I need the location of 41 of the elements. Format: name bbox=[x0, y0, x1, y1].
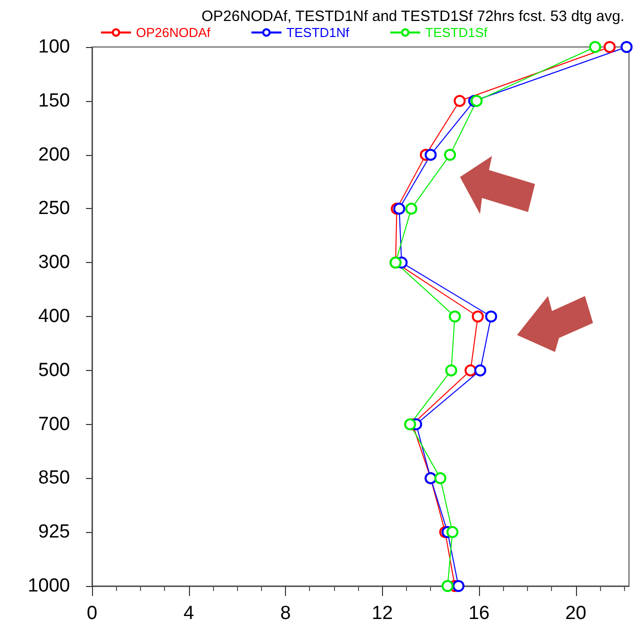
legend-label: TESTD1Sf bbox=[425, 25, 488, 40]
point bbox=[620, 41, 633, 53]
x-tick-label: 20 bbox=[565, 603, 586, 624]
point bbox=[446, 526, 458, 538]
point bbox=[470, 94, 483, 107]
y-tick-label: 500 bbox=[38, 360, 70, 381]
y-tick-label: 700 bbox=[38, 414, 70, 435]
point bbox=[604, 41, 616, 53]
y-tick-label: 1000 bbox=[28, 576, 70, 596]
x-tick-label: 12 bbox=[372, 603, 393, 624]
point bbox=[448, 310, 461, 322]
point bbox=[464, 364, 477, 376]
point bbox=[442, 580, 454, 592]
point bbox=[474, 364, 486, 376]
point bbox=[472, 310, 484, 322]
y-tick-label: 850 bbox=[38, 468, 70, 489]
legend-label: TESTD1Nf bbox=[286, 25, 350, 40]
point bbox=[444, 148, 456, 161]
point bbox=[589, 41, 602, 53]
y-tick-label: 400 bbox=[38, 306, 70, 327]
y-tick-label: 150 bbox=[38, 90, 70, 112]
x-tick-label: 0 bbox=[86, 603, 98, 624]
x-tick-label: 4 bbox=[183, 603, 194, 624]
legend-label: OP26NODAf bbox=[136, 25, 211, 40]
chart-title: OP26NODAf, TESTD1Nf and TESTD1Sf 72hrs fcst. 53 dtg avg. bbox=[202, 8, 624, 25]
x-tick-label: 8 bbox=[280, 603, 291, 624]
y-tick-label: 100 bbox=[38, 36, 70, 58]
point bbox=[404, 418, 416, 430]
point bbox=[434, 472, 446, 484]
point bbox=[452, 580, 464, 592]
y-tick-label: 200 bbox=[38, 144, 70, 166]
point bbox=[454, 94, 466, 107]
y-tick-label: 925 bbox=[38, 522, 70, 543]
point bbox=[424, 148, 437, 161]
point bbox=[405, 202, 418, 215]
y-tick-label: 250 bbox=[38, 198, 70, 220]
x-tick-label: 16 bbox=[468, 603, 490, 624]
point bbox=[393, 202, 406, 215]
point bbox=[445, 364, 458, 376]
y-tick-label: 300 bbox=[38, 252, 70, 274]
point bbox=[485, 310, 498, 322]
